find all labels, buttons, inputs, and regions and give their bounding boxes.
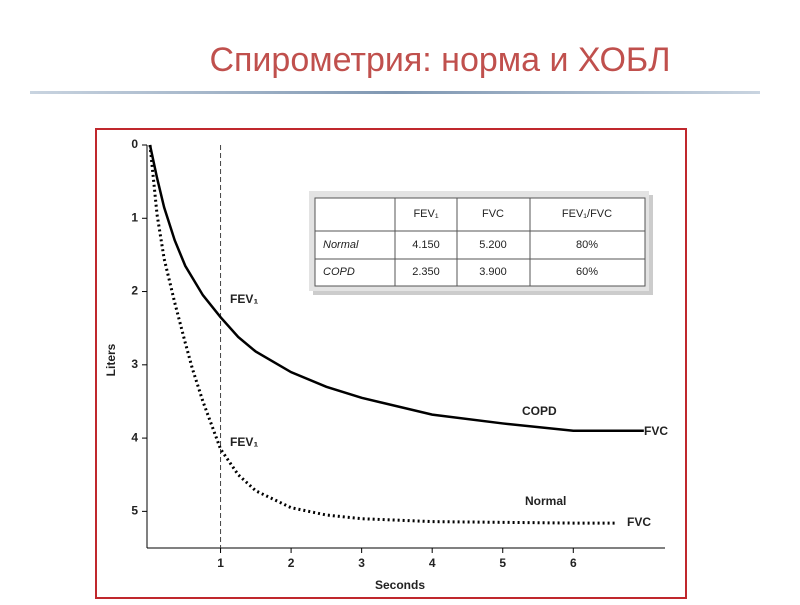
x-tick-label: 1 xyxy=(217,556,224,570)
y-tick-label: 3 xyxy=(131,357,138,371)
series-label: COPD xyxy=(522,404,557,418)
x-tick-label: 4 xyxy=(429,556,436,570)
y-axis-label: Liters xyxy=(104,343,118,376)
x-tick-label: 5 xyxy=(499,556,506,570)
table-cell: 2.350 xyxy=(412,266,440,278)
table-cell: 3.900 xyxy=(479,266,507,278)
y-tick-label: 5 xyxy=(131,504,138,518)
annotation: FEV₁ xyxy=(230,292,258,306)
series-label: Normal xyxy=(525,494,566,508)
annotation: FVC xyxy=(644,424,668,438)
table-grid xyxy=(314,197,646,287)
table-row-label: Normal xyxy=(323,239,359,251)
y-tick-label: 2 xyxy=(131,284,138,298)
table-header: FEV₁ xyxy=(413,208,438,220)
y-tick-label: 1 xyxy=(131,210,138,224)
title-underline xyxy=(30,91,760,94)
x-tick-label: 3 xyxy=(358,556,365,570)
y-tick-label: 4 xyxy=(131,430,138,444)
table-cell: 60% xyxy=(576,266,598,278)
table-cell: 80% xyxy=(576,239,598,251)
annotation: FEV₁ xyxy=(230,435,258,449)
y-tick-label: 0 xyxy=(131,137,138,151)
series-line xyxy=(148,144,644,433)
table-header: FVC xyxy=(482,208,504,220)
x-tick-label: 6 xyxy=(570,556,577,570)
frame xyxy=(95,128,687,599)
slide-title: Спирометрия: норма и ХОБЛ xyxy=(209,41,670,79)
table-row-label: COPD xyxy=(323,266,355,278)
table-lines xyxy=(315,198,645,286)
results-table xyxy=(309,191,653,295)
table-cell: 5.200 xyxy=(479,239,507,251)
annotation: FVC xyxy=(627,515,651,529)
x-axis-label: Seconds xyxy=(375,578,425,592)
table-cell: 4.150 xyxy=(412,239,440,251)
x-tick-label: 2 xyxy=(288,556,295,570)
table-header: FEV₁/FVC xyxy=(562,208,612,220)
